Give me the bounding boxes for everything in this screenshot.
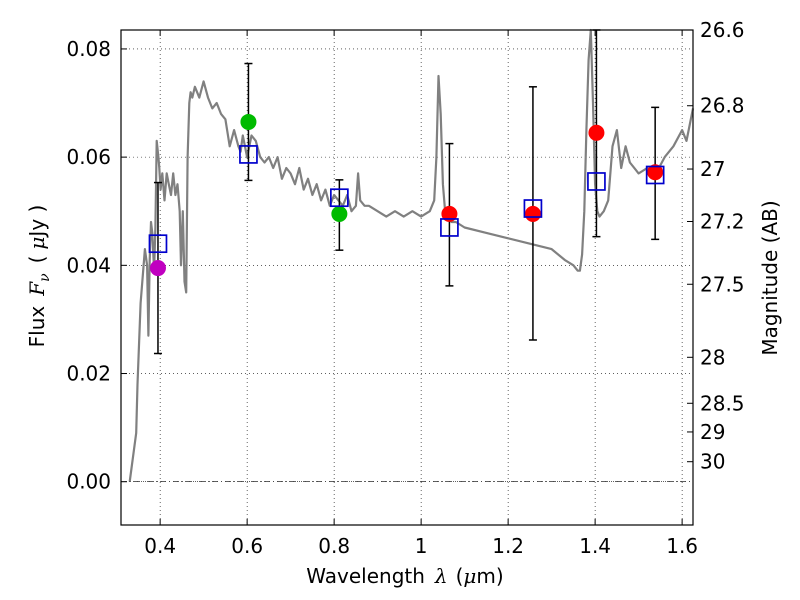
template-spectrum <box>128 28 695 482</box>
model-point <box>148 234 168 254</box>
model-point <box>440 218 459 237</box>
observed-point <box>331 205 348 222</box>
y-axis-ticks: 0.00 0.02 0.04 0.06 0.08 <box>66 37 127 494</box>
model-point <box>330 188 349 208</box>
y2-axis-title: Magnitude (AB) <box>758 200 782 355</box>
x-tick-label: 1.2 <box>492 534 524 558</box>
y2-axis-ticks: 26.6 26.8 27 27.2 27.5 28 28.5 29 30 <box>687 18 745 474</box>
model-point <box>239 145 258 164</box>
y2-tick-label: 27.2 <box>700 210 745 234</box>
x-axis-ticks: 0.4 0.6 0.8 1 1.2 1.4 1.6 <box>144 30 698 558</box>
error-bars <box>153 29 660 355</box>
y2-tick-label: 28.5 <box>700 391 745 415</box>
y-axis-title: FluxFν(μJy ) <box>25 205 53 348</box>
y-tick-label: 0.08 <box>66 37 111 61</box>
model-point <box>645 165 665 185</box>
x-tick-label: 1 <box>415 534 428 558</box>
y-tick-label: 0.02 <box>66 362 111 386</box>
observed-point <box>149 260 166 277</box>
y2-tick-label: 26.6 <box>700 18 745 42</box>
y2-tick-label: 29 <box>700 420 725 444</box>
observed-point <box>588 124 605 141</box>
model-point <box>587 172 606 191</box>
plot-frame <box>120 29 694 526</box>
x-tick-label: 0.8 <box>318 534 350 558</box>
y-tick-label: 0.00 <box>66 470 111 494</box>
observed-point <box>441 205 458 222</box>
y2-tick-label: 27 <box>700 157 725 181</box>
observed-point <box>524 205 541 222</box>
spectrum-line <box>128 28 695 482</box>
y2-tick-label: 28 <box>700 345 725 369</box>
observed-point <box>647 164 664 181</box>
model-point <box>523 199 543 218</box>
x-tick-label: 1.6 <box>666 534 698 558</box>
x-tick-label: 1.4 <box>579 534 611 558</box>
y-tick-label: 0.06 <box>66 145 111 169</box>
observed-point <box>240 113 257 130</box>
model-points <box>148 145 665 254</box>
y-tick-label: 0.04 <box>66 253 111 277</box>
y2-tick-label: 27.5 <box>700 272 745 296</box>
grid <box>121 30 693 525</box>
x-axis-title: Wavelength λ (μm) <box>306 564 503 588</box>
y2-tick-label: 30 <box>700 450 725 474</box>
x-tick-label: 0.4 <box>144 534 176 558</box>
x-tick-label: 0.6 <box>231 534 263 558</box>
y2-tick-label: 26.8 <box>700 94 745 118</box>
